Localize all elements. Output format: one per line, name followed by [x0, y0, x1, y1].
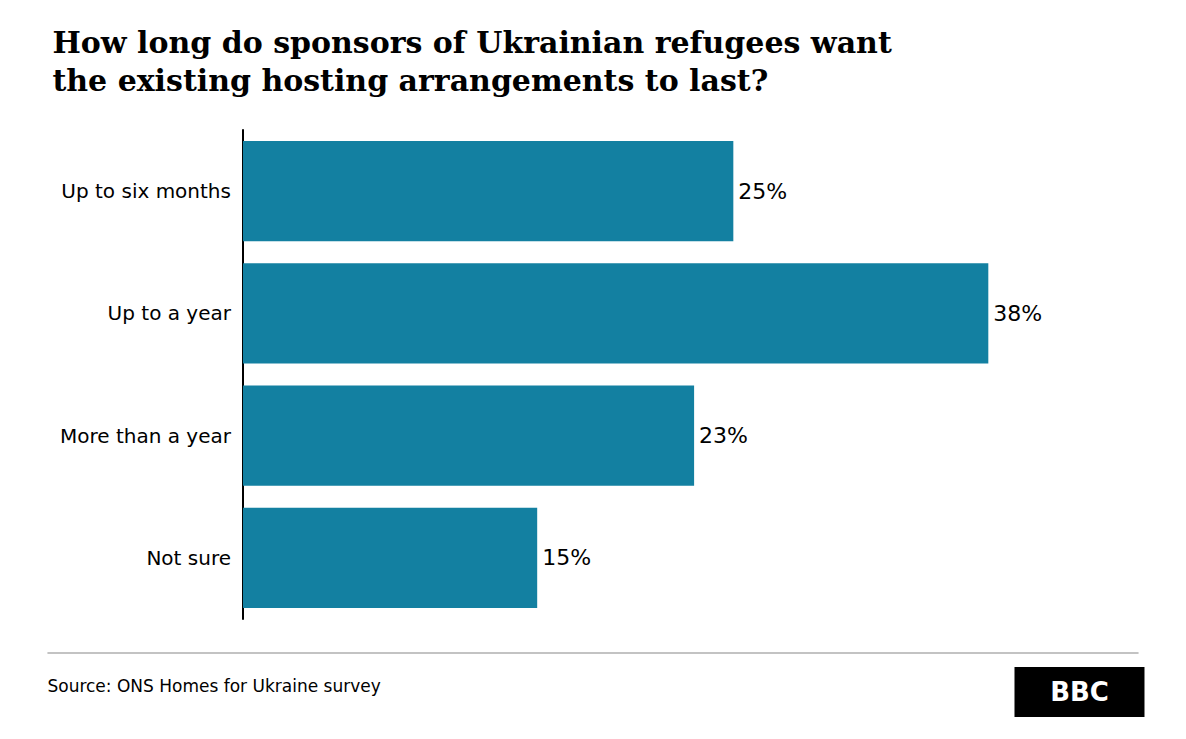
svg-text:Not sure: Not sure [146, 546, 231, 570]
svg-text:How long do sponsors of Ukrain: How long do sponsors of Ukrainian refuge… [52, 25, 891, 60]
svg-text:Up to a year: Up to a year [108, 301, 232, 325]
svg-text:23%: 23% [699, 423, 748, 448]
svg-text:BBC: BBC [1050, 677, 1109, 707]
svg-text:Up to six months: Up to six months [61, 179, 231, 203]
svg-text:Source: ONS Homes for Ukraine: Source: ONS Homes for Ukraine survey [47, 676, 380, 696]
svg-text:15%: 15% [542, 545, 591, 570]
svg-text:the existing hosting arrangeme: the existing hosting arrangements to las… [52, 63, 768, 98]
svg-text:25%: 25% [738, 179, 787, 204]
svg-text:More than a year: More than a year [60, 424, 232, 448]
svg-text:38%: 38% [993, 301, 1042, 326]
